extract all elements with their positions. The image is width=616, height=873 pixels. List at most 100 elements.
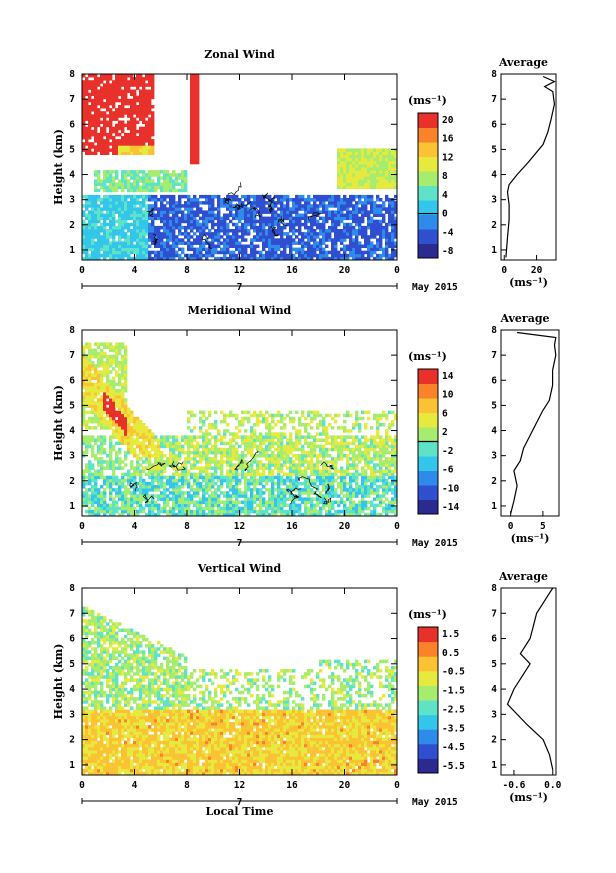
heatmap-cell	[82, 357, 86, 362]
heatmap-cell	[280, 416, 284, 421]
heatmap-cell	[103, 395, 107, 399]
heatmap-cell	[328, 250, 332, 255]
heatmap-cell	[130, 432, 134, 436]
heatmap-cell	[280, 229, 284, 233]
heatmap-cell	[331, 250, 335, 255]
heatmap-cell	[253, 219, 257, 224]
heatmap-cell	[136, 454, 140, 458]
heatmap-cell	[181, 173, 185, 177]
heatmap-cell	[166, 247, 170, 252]
colorbar-frame	[417, 112, 439, 259]
heatmap-cell	[181, 170, 185, 174]
heatmap-cell	[121, 77, 125, 81]
heatmap-cell	[268, 478, 272, 483]
heatmap-cell	[259, 253, 263, 258]
heatmap-cell	[142, 247, 146, 252]
heatmap-cell	[94, 74, 98, 78]
heatmap-cell	[376, 154, 380, 159]
heatmap-cell	[271, 213, 275, 217]
heatmap-cell	[94, 108, 98, 112]
heatmap-cell	[124, 429, 128, 433]
heatmap-cell	[148, 120, 152, 124]
heatmap-cell	[151, 432, 155, 436]
heatmap-cell	[220, 247, 224, 252]
heatmap-cell	[205, 216, 209, 221]
heatmap-cell	[121, 426, 125, 430]
heatmap-cell	[214, 481, 218, 486]
heatmap-cell	[346, 247, 350, 252]
heatmap-cell	[334, 244, 338, 248]
heatmap-cell	[85, 463, 89, 467]
heatmap-cell	[307, 207, 311, 211]
heatmap-cell	[190, 145, 194, 149]
heatmap-cell	[307, 256, 311, 261]
heatmap-cell	[109, 142, 113, 146]
heatmap-cell	[169, 250, 173, 255]
heatmap-cell	[364, 235, 368, 239]
heatmap-cell	[310, 216, 314, 221]
heatmap-cell	[283, 225, 287, 230]
heatmap-cell	[385, 160, 389, 165]
heatmap-cell	[88, 83, 92, 87]
heatmap-cell	[388, 176, 392, 180]
heatmap-cell	[166, 509, 170, 514]
heatmap-cell	[166, 179, 170, 183]
heatmap-cell	[85, 232, 89, 236]
heatmap-cell	[286, 235, 290, 239]
heatmap-cell	[85, 216, 89, 221]
heatmap-cell	[373, 235, 377, 239]
heatmap-cell	[88, 132, 92, 137]
heatmap-cell	[199, 469, 203, 473]
heatmap-cell	[94, 210, 98, 214]
heatmap-cell	[190, 485, 194, 489]
heatmap-cell	[268, 216, 272, 221]
heatmap-cell	[340, 148, 344, 152]
heatmap-cell	[322, 198, 326, 202]
heatmap-cell	[265, 207, 269, 211]
heatmap-cell	[115, 509, 119, 514]
heatmap-cell	[97, 351, 101, 356]
heatmap-cell	[109, 101, 113, 106]
heatmap-cell	[103, 441, 107, 446]
heatmap-cell	[346, 163, 350, 168]
heatmap-cell	[145, 457, 149, 461]
heatmap-cell	[382, 182, 386, 186]
heatmap-cell	[232, 509, 236, 514]
x-tick-label: 16	[286, 265, 298, 276]
heatmap-cell	[247, 207, 251, 211]
heatmap-cell	[265, 463, 269, 467]
heatmap-cell	[382, 160, 386, 165]
heatmap-cell	[151, 469, 155, 473]
heatmap-cell	[100, 148, 104, 152]
heatmap-cell	[154, 447, 158, 452]
heatmap-cell	[130, 216, 134, 221]
heatmap-cell	[208, 457, 212, 461]
heatmap-cell	[124, 92, 128, 97]
heatmap-cell	[388, 201, 392, 205]
heatmap-cell	[241, 222, 245, 227]
heatmap-cell	[322, 194, 326, 199]
heatmap-cell	[205, 429, 209, 433]
heatmap-cell	[157, 478, 161, 483]
heatmap-cell	[190, 160, 194, 165]
heatmap-cell	[118, 232, 122, 236]
heatmap-cell	[190, 126, 194, 131]
heatmap-cell	[100, 105, 104, 109]
heatmap-cell	[280, 216, 284, 221]
heatmap-cell	[166, 182, 170, 186]
heatmap-cell	[124, 457, 128, 461]
heatmap-cell	[202, 506, 206, 511]
heatmap-cell	[94, 198, 98, 202]
heatmap-cell	[115, 182, 119, 186]
heatmap-cell	[232, 450, 236, 455]
heatmap-cell	[82, 398, 86, 402]
heatmap-cell	[235, 222, 239, 227]
heatmap-cell	[121, 376, 125, 380]
heatmap-cell	[226, 441, 230, 446]
heatmap-cell	[100, 435, 104, 439]
heatmap-cell	[94, 219, 98, 224]
heatmap-cell	[190, 148, 194, 152]
heatmap-cell	[340, 151, 344, 155]
heatmap-cell	[154, 253, 158, 258]
heatmap-cell	[169, 188, 173, 193]
